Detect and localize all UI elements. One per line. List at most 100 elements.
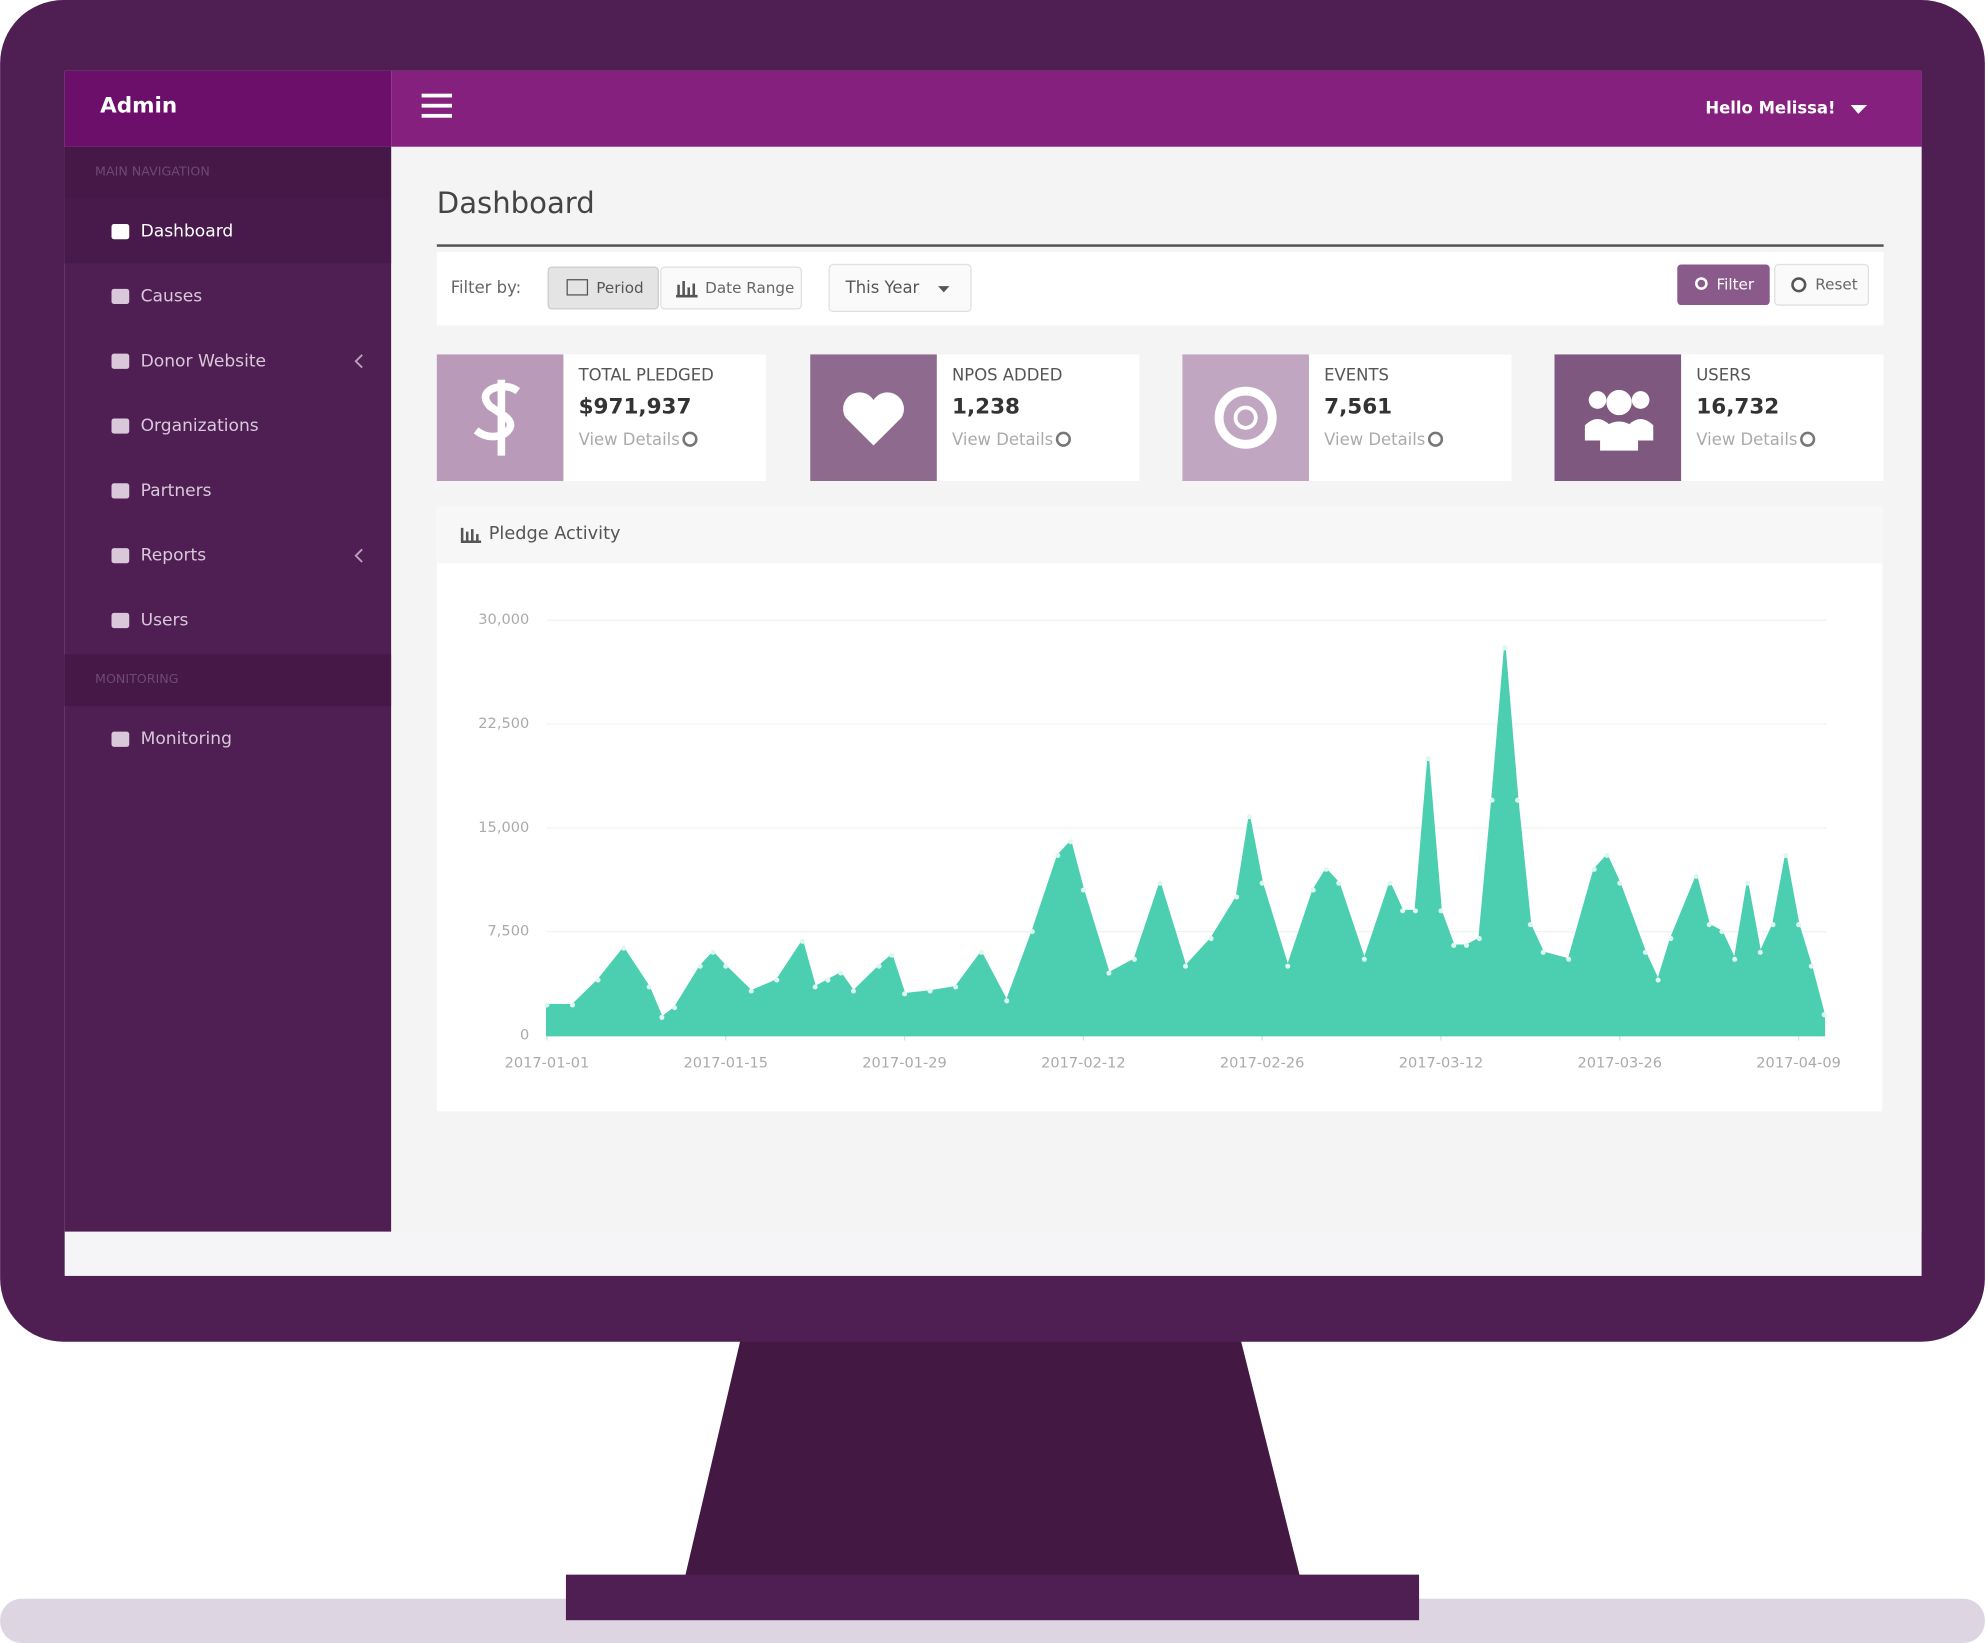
stat-value: 16,732 (1696, 395, 1779, 420)
title-rule (436, 244, 1884, 247)
stand-base (565, 1574, 1420, 1621)
data-point (1527, 922, 1533, 928)
link-icon (682, 431, 698, 447)
lifering-icon (1233, 405, 1258, 430)
data-point (1732, 956, 1738, 962)
nav-item[interactable]: Reports (141, 546, 207, 566)
x-tick-label: 2017-02-12 (1041, 1054, 1126, 1071)
stat-label: NPOS ADDED (952, 365, 1062, 384)
brand: Admin (100, 93, 177, 118)
data-point (621, 945, 627, 951)
nav-item[interactable]: Users (141, 610, 189, 630)
tab-period[interactable] (547, 266, 659, 310)
reset-button[interactable] (1774, 263, 1870, 306)
data-point (1259, 880, 1265, 886)
chevron (354, 548, 363, 563)
data-point (876, 963, 882, 969)
caret (938, 286, 950, 293)
data-point (1744, 880, 1751, 886)
icon (460, 527, 482, 544)
data-point (1476, 936, 1482, 942)
top-bar (391, 70, 1922, 147)
link-icon (1055, 431, 1071, 447)
filter-label: Filter by: (451, 278, 521, 297)
menu-toggle[interactable] (421, 93, 453, 118)
section-title: MAIN NAVIGATION (95, 164, 210, 179)
stat-link[interactable]: View Details (1696, 430, 1797, 449)
stat-value: 1,238 (952, 395, 1020, 420)
data-point (838, 970, 844, 976)
data-point (1412, 908, 1418, 914)
data-point (1425, 756, 1431, 762)
stat-label: USERS (1696, 365, 1751, 384)
nav-item[interactable]: Organizations (141, 416, 259, 436)
x-tick-label: 2017-03-26 (1578, 1054, 1663, 1071)
data-point (1693, 873, 1699, 879)
data-point (595, 977, 601, 983)
data-point (1234, 894, 1240, 900)
data-point (569, 1002, 576, 1008)
x-tick-label: 2017-02-26 (1220, 1054, 1305, 1071)
data-point (812, 984, 818, 990)
data-point (1336, 880, 1342, 886)
data-point (1655, 977, 1661, 983)
nav-item[interactable]: Dashboard (141, 222, 234, 242)
sidebar-nav: MAIN NAVIGATION Dashboard Causes Donor Webs… (64, 146, 392, 749)
data-point (978, 949, 984, 955)
nav-item[interactable]: Partners (141, 481, 212, 501)
data-point (1502, 645, 1508, 651)
y-tick-label: 15,000 (478, 819, 529, 836)
select[interactable] (828, 263, 972, 313)
tab-date-range[interactable] (660, 266, 802, 310)
data-point (723, 963, 729, 969)
y-tick-label: 7,500 (488, 923, 530, 940)
x-tick-label: 2017-01-29 (862, 1054, 947, 1071)
section-band (64, 146, 392, 199)
data-point (748, 988, 754, 994)
nav-item[interactable]: Donor Website (141, 351, 266, 371)
user-menu[interactable]: Hello Melissa! (1705, 98, 1835, 117)
section-title: MONITORING (95, 671, 178, 686)
stat-link[interactable]: View Details (579, 430, 680, 449)
data-point (1515, 797, 1521, 803)
nav-icon (111, 288, 130, 305)
chart: 0 7,500 15,000 22,500 30,000 2017-01-01 2017-0… (478, 611, 1841, 1071)
data-point (1617, 880, 1623, 886)
stat-link[interactable]: View Details (952, 430, 1053, 449)
data-point (825, 977, 831, 983)
data-point (1706, 922, 1712, 928)
data-point (1004, 998, 1010, 1004)
nav-icon (111, 731, 130, 747)
x-tick-label: 2017-04-09 (1756, 1054, 1841, 1071)
data-point (850, 988, 856, 994)
section-band (64, 654, 392, 707)
filter-button[interactable] (1677, 264, 1770, 306)
nav-icon (111, 418, 130, 434)
data-point (1540, 949, 1546, 955)
stat-label: EVENTS (1324, 365, 1389, 384)
data-point (1770, 922, 1776, 928)
stat-link[interactable]: View Details (1324, 430, 1425, 449)
nav-icon (111, 483, 130, 499)
floor (0, 1598, 1985, 1643)
data-point (1604, 852, 1610, 859)
chart-title: Pledge Activity (489, 524, 621, 544)
nav-icon (111, 612, 130, 629)
icon (676, 281, 698, 298)
data-point (646, 984, 652, 990)
data-point (889, 952, 895, 958)
lifering-icon (1214, 386, 1277, 449)
data-point (1451, 942, 1457, 948)
data-point (1591, 866, 1597, 872)
nav-icon (111, 353, 130, 369)
nav-item[interactable]: Causes (141, 286, 203, 306)
x-tick-label: 2017-03-12 (1399, 1054, 1484, 1071)
icon (1791, 277, 1807, 293)
caret (1850, 105, 1868, 114)
link-icon (1427, 431, 1444, 447)
data-point (1808, 963, 1814, 969)
chevron (354, 354, 363, 369)
data-point (1821, 1012, 1827, 1018)
nav-item[interactable]: Monitoring (141, 729, 232, 749)
data-point (1489, 797, 1495, 803)
